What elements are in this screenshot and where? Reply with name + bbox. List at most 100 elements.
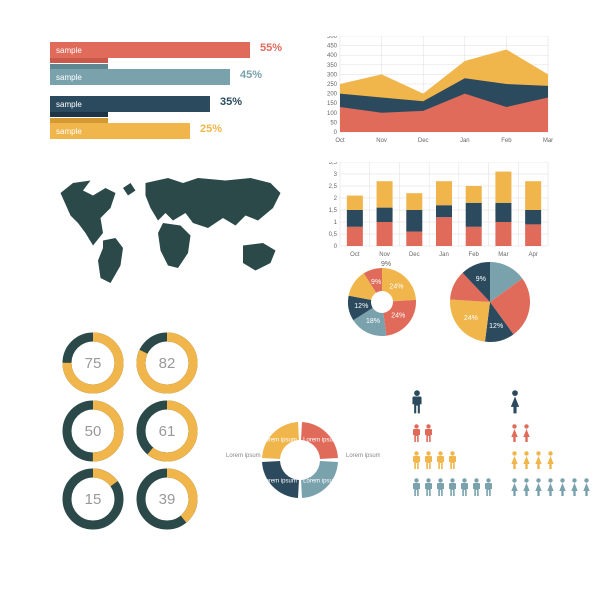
bar-segment <box>377 222 393 246</box>
stacked-bar-chart: 00,511,522,533,5OctNovDecJanFebMarApr <box>318 162 556 262</box>
hbar-row: sample55% <box>50 42 310 58</box>
cycle-side-label: Lorem ipsum <box>346 453 380 459</box>
pie-outer-label: 9% <box>381 261 391 268</box>
hbar-label: sample <box>50 123 108 139</box>
hbar-row: sample 35% <box>50 96 310 112</box>
svg-text:0: 0 <box>334 244 338 250</box>
progress-ring: 61 <box>141 405 193 457</box>
progress-ring: 39 <box>141 473 193 525</box>
horizontal-bar-chart: sample55%sample45%sample35%sample25% <box>50 42 310 150</box>
map-landmass <box>146 178 281 228</box>
people-row <box>509 478 514 502</box>
people-head <box>411 390 416 420</box>
bar-segment <box>495 222 511 246</box>
donut-pie-chart: 24%24%18%12%9%9% <box>338 258 426 346</box>
svg-text:0: 0 <box>334 130 338 136</box>
hbar-value: 35% <box>214 96 242 108</box>
hbar-value: 45% <box>234 69 262 81</box>
people-row <box>509 424 514 448</box>
bar-segment <box>495 203 511 222</box>
progress-ring: 15 <box>67 473 119 525</box>
ring-value: 39 <box>159 491 176 508</box>
hbar-row: sample 45% <box>50 69 310 85</box>
map-landmass <box>61 181 116 246</box>
svg-text:100: 100 <box>327 111 338 117</box>
svg-text:Oct: Oct <box>335 138 345 144</box>
hbar-label: sample <box>50 42 108 58</box>
cycle-side-label: Lorem ipsum <box>226 453 261 459</box>
bar-segment <box>436 181 452 205</box>
pie-slice-label: 12% <box>354 303 368 310</box>
pie-slice-label: 24% <box>389 284 403 291</box>
cycle-seg-label: Lorem ipsum <box>262 479 297 485</box>
svg-text:Nov: Nov <box>376 138 387 144</box>
cycle-seg-label: Lorem ipsum <box>262 437 297 443</box>
bar-segment <box>406 210 422 232</box>
people-head <box>509 390 514 420</box>
bar-segment <box>377 208 393 222</box>
svg-text:500: 500 <box>327 36 338 40</box>
people-pyramid-male <box>408 390 418 505</box>
svg-text:Feb: Feb <box>501 138 512 144</box>
area-chart: 050100150200250300350400450500OctNovDecJ… <box>318 36 556 148</box>
bar-segment <box>406 193 422 210</box>
bar-segment <box>347 210 363 227</box>
progress-ring: 75 <box>67 337 119 389</box>
hbar-label: sample <box>50 69 108 85</box>
ring-value: 75 <box>85 355 102 372</box>
progress-ring: 82 <box>141 337 193 389</box>
cycle-seg-label: Lorem ipsum <box>303 479 338 485</box>
pie-chart: 12%24%9% <box>440 252 540 352</box>
bar-segment <box>466 227 482 246</box>
svg-text:3,5: 3,5 <box>329 162 338 166</box>
svg-text:1: 1 <box>334 220 338 226</box>
svg-text:Dec: Dec <box>418 138 429 144</box>
bar-segment <box>347 196 363 210</box>
svg-text:2,5: 2,5 <box>329 184 338 190</box>
ring-value: 82 <box>159 355 176 372</box>
svg-text:50: 50 <box>330 120 337 126</box>
svg-text:300: 300 <box>327 72 338 78</box>
ring-value: 15 <box>85 491 102 508</box>
map-landmass <box>98 238 123 283</box>
svg-text:350: 350 <box>327 63 338 69</box>
bar-segment <box>406 232 422 246</box>
svg-text:3: 3 <box>334 172 338 178</box>
svg-text:200: 200 <box>327 92 338 98</box>
svg-text:450: 450 <box>327 44 338 50</box>
bar-segment <box>525 224 541 246</box>
ring-value: 50 <box>85 423 102 440</box>
bar-segment <box>525 181 541 210</box>
pie-slice-label: 12% <box>489 323 503 330</box>
bar-segment <box>525 210 541 224</box>
people-row <box>411 424 416 448</box>
pie-slice-label: 18% <box>366 318 380 325</box>
pie-slice-label: 24% <box>464 315 478 322</box>
ring-value: 61 <box>159 423 176 440</box>
svg-text:Jan: Jan <box>460 138 470 144</box>
svg-text:1,5: 1,5 <box>329 208 338 214</box>
people-row <box>411 478 416 502</box>
map-landmass <box>243 243 276 271</box>
people-pyramid-female <box>506 390 516 505</box>
map-landmass <box>158 223 191 268</box>
bar-segment <box>466 203 482 227</box>
hbar-label: sample <box>50 96 108 112</box>
svg-text:2: 2 <box>334 196 338 202</box>
world-map <box>48 168 298 298</box>
cycle-seg-label: Lorem ipsum <box>303 437 338 443</box>
bar-segment <box>347 227 363 246</box>
map-landmass <box>123 183 136 196</box>
bar-segment <box>377 181 393 207</box>
bar-segment <box>436 217 452 246</box>
bar-segment <box>466 186 482 203</box>
svg-text:400: 400 <box>327 53 338 59</box>
svg-text:250: 250 <box>327 82 338 88</box>
bar-segment <box>436 205 452 217</box>
people-row <box>509 451 514 475</box>
hbar-value: 25% <box>194 123 222 135</box>
pie-slice-label: 24% <box>391 312 405 319</box>
svg-text:Mar: Mar <box>543 138 553 144</box>
people-row <box>411 451 416 475</box>
svg-text:0,5: 0,5 <box>329 232 338 238</box>
